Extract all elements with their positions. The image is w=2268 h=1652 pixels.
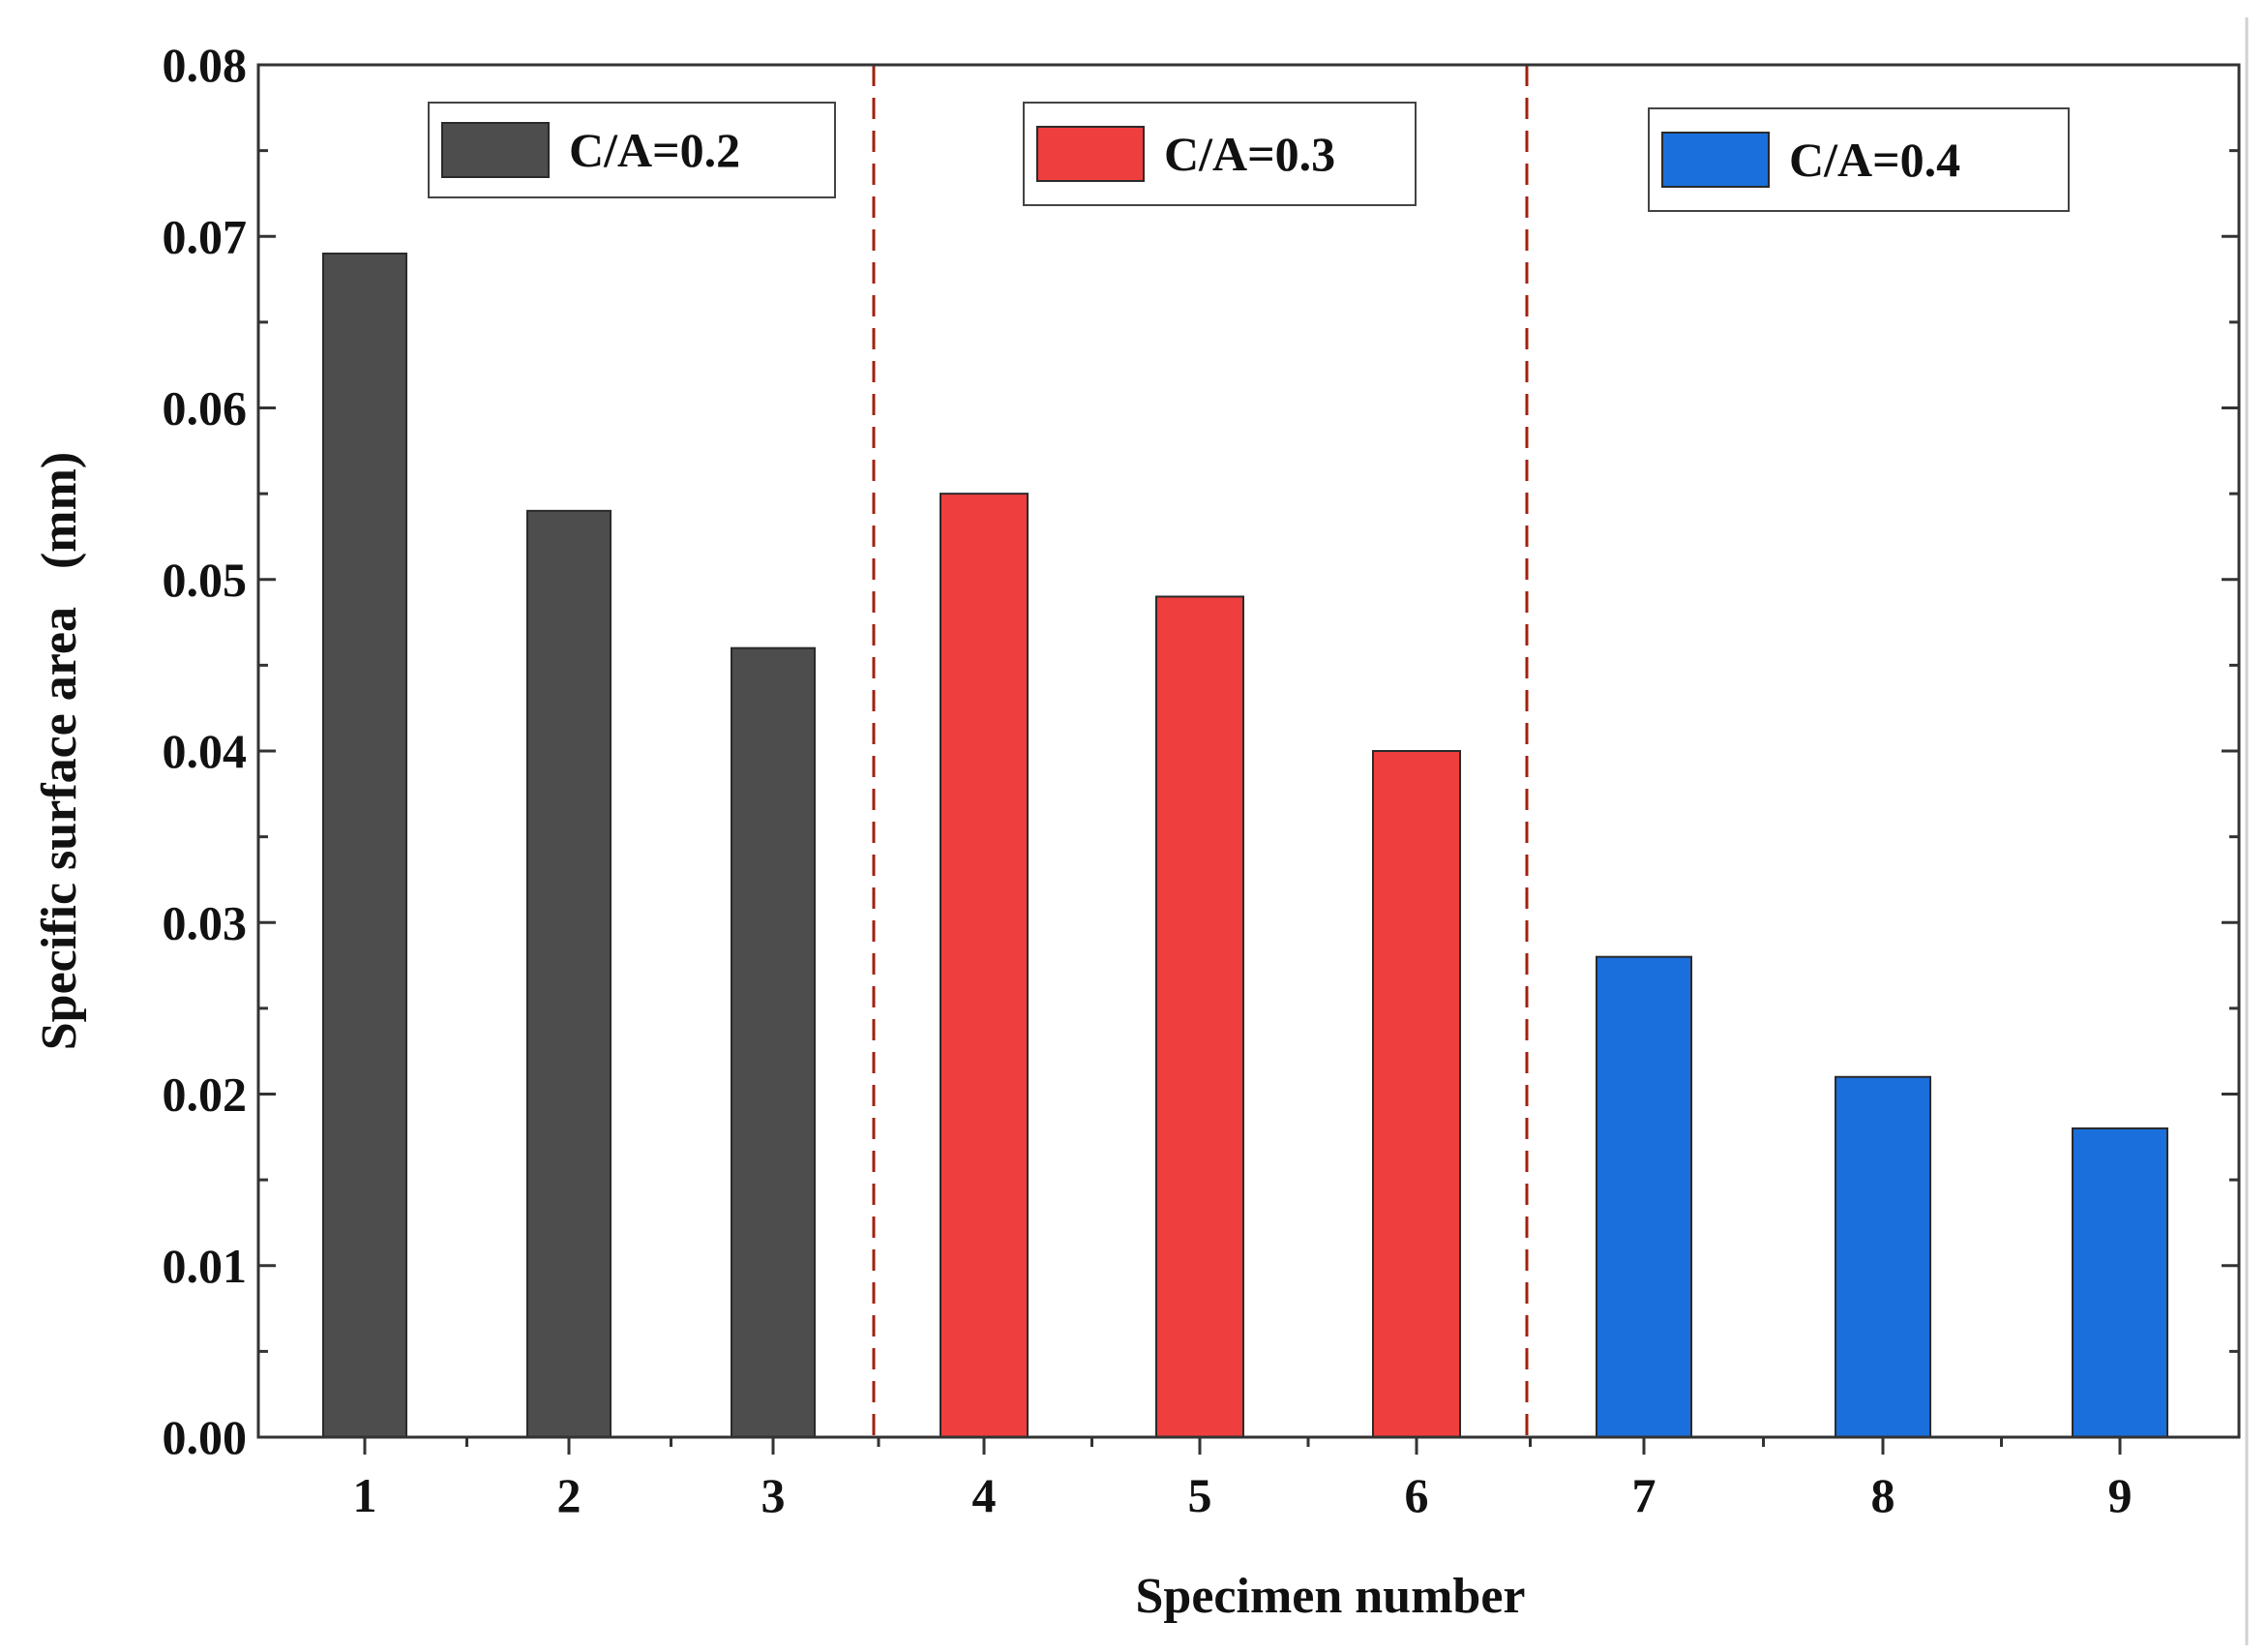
bar-specimen-7 — [1596, 955, 1692, 1438]
y-tick-label: 0.00 — [163, 1410, 248, 1464]
x-tick-label: 2 — [557, 1468, 582, 1522]
y-tick-label: 0.04 — [163, 724, 248, 778]
bar-specimen-9 — [2072, 1126, 2168, 1438]
bar-specimen-2 — [526, 509, 612, 1438]
x-tick-label: 4 — [972, 1468, 997, 1522]
x-tick-label: 9 — [2108, 1468, 2133, 1522]
x-tick-label: 7 — [1632, 1468, 1656, 1522]
y-tick-label: 0.08 — [163, 38, 248, 92]
bars-layer — [322, 252, 2168, 1439]
legend-swatch — [441, 122, 550, 178]
y-tick-label: 0.01 — [163, 1239, 248, 1293]
legend-swatch — [1661, 132, 1770, 188]
legend-entry-2: C/A=0.3 — [1023, 102, 1417, 206]
bar-specimen-4 — [940, 493, 1029, 1438]
x-tick-label: 8 — [1871, 1468, 1895, 1522]
y-tick-label: 0.07 — [163, 209, 248, 263]
x-tick-label: 3 — [761, 1468, 786, 1522]
legend-label: C/A=0.3 — [1164, 127, 1335, 181]
legend-entry-1: C/A=0.2 — [428, 102, 836, 198]
legend-label: C/A=0.4 — [1789, 133, 1960, 187]
bar-specimen-3 — [731, 646, 816, 1438]
y-axis-label: Specific surface area (mm) — [32, 452, 87, 1051]
bar-specimen-6 — [1372, 750, 1461, 1438]
bar-specimen-1 — [322, 252, 407, 1439]
x-axis-label: Specimen number — [1136, 1569, 1526, 1624]
x-tick-label: 6 — [1405, 1468, 1429, 1522]
bar-specimen-5 — [1155, 595, 1244, 1438]
legend-layer: C/A=0.2 C/A=0.3 C/A=0.4 — [428, 102, 2070, 212]
x-tick-label: 5 — [1188, 1468, 1212, 1522]
ticks-layer: 0.00 0.01 0.02 0.03 0.04 0.05 0.06 0.07 0.08 1 2 3 4… — [163, 38, 2239, 1522]
legend-entry-3: C/A=0.4 — [1648, 107, 2070, 212]
legend-label: C/A=0.2 — [569, 123, 740, 177]
bar-specimen-8 — [1835, 1075, 1931, 1439]
y-tick-label: 0.05 — [163, 553, 248, 607]
y-tick-label: 0.06 — [163, 381, 248, 436]
x-tick-label: 1 — [353, 1468, 377, 1522]
y-tick-label: 0.03 — [163, 895, 248, 949]
y-tick-label: 0.02 — [163, 1067, 248, 1122]
legend-swatch — [1036, 126, 1145, 182]
